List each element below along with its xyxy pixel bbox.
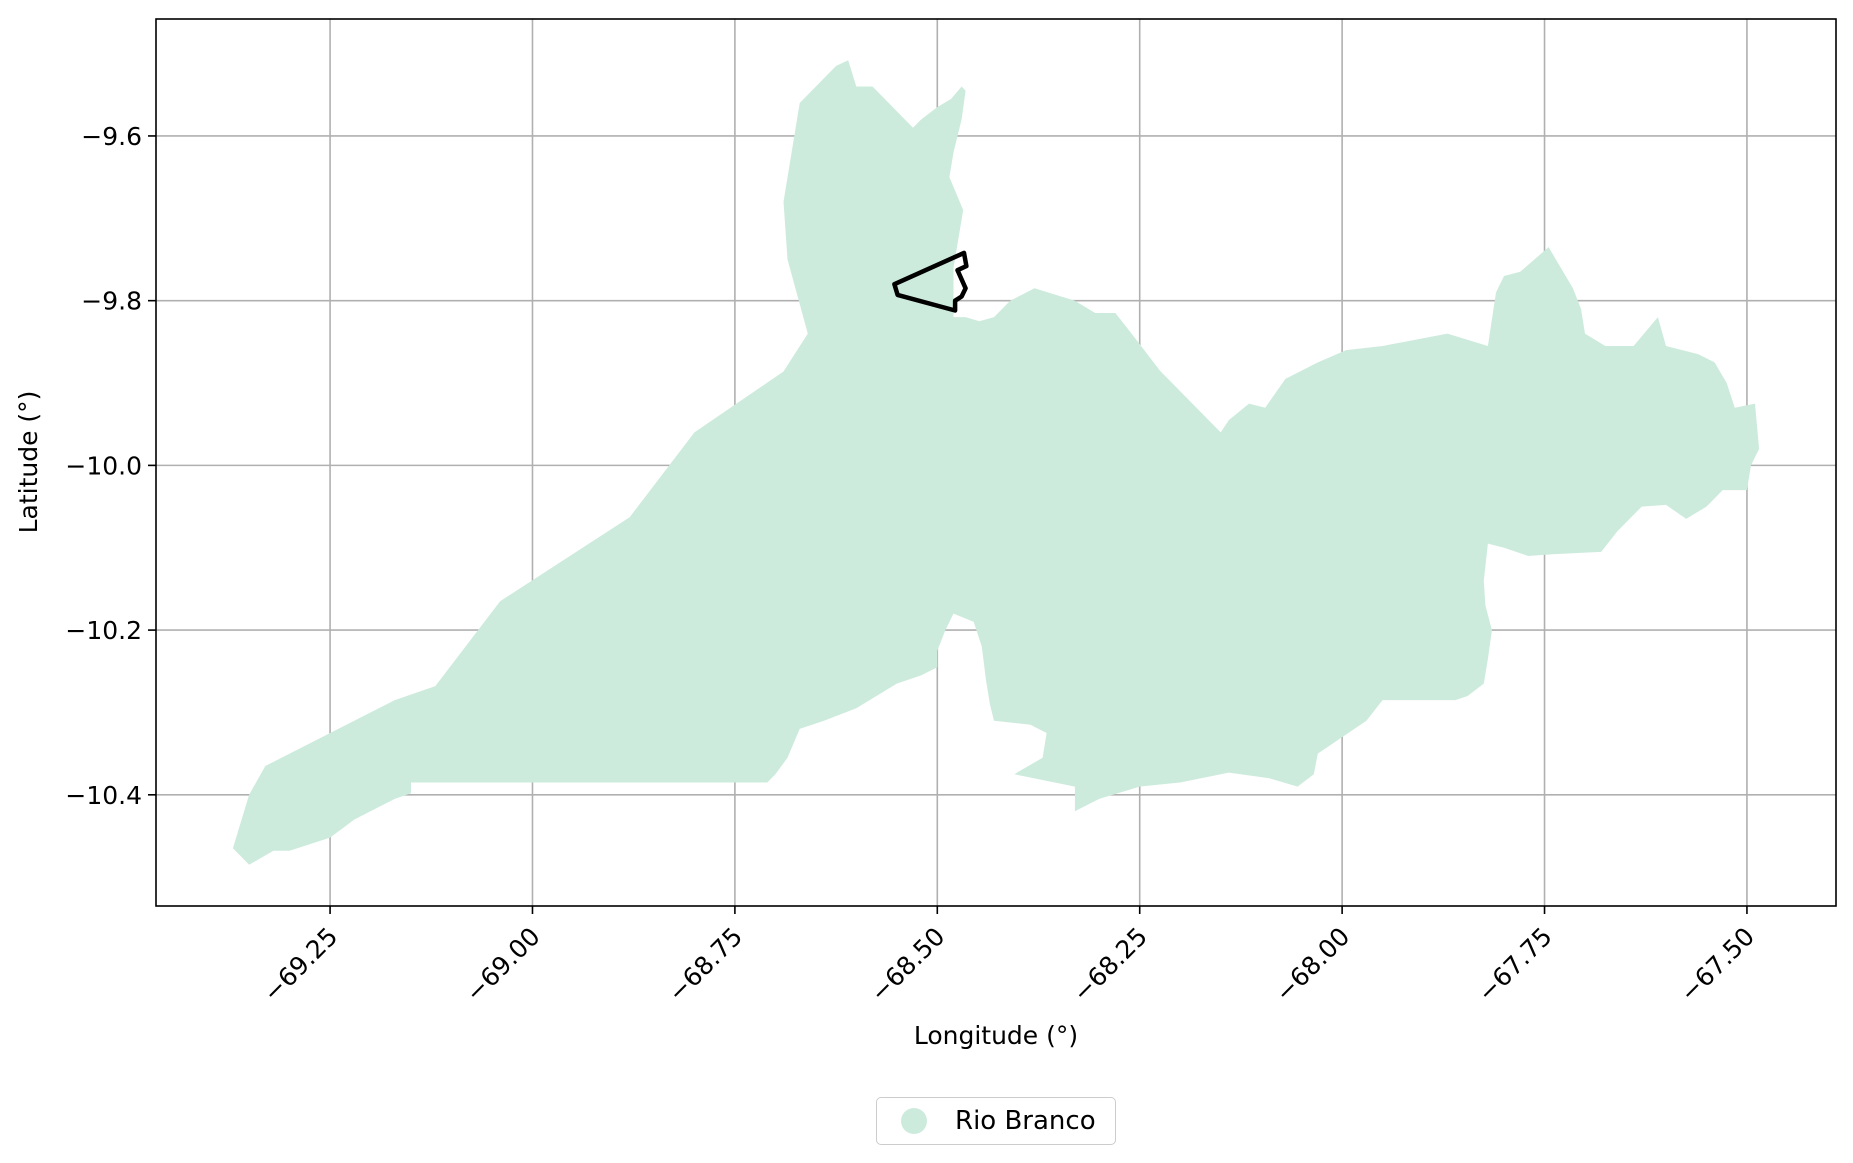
legend-swatch-rio-branco <box>901 1108 927 1134</box>
y-tick-label-1: −9.8 <box>81 287 142 316</box>
outline-polygon-1 <box>892 250 969 313</box>
y-axis-title: Latitude (°) <box>14 391 43 534</box>
region-polygon-0 <box>232 60 1760 865</box>
y-tick-label-2: −10.0 <box>65 451 142 480</box>
x-tick-label-3: −68.50 <box>865 922 951 1008</box>
x-tick-label-6: −67.75 <box>1472 922 1558 1008</box>
axes-frame <box>155 18 1837 907</box>
legend: Rio Branco <box>876 1097 1116 1145</box>
y-tick-label-0: −9.6 <box>81 122 142 151</box>
x-tick-label-4: −68.25 <box>1067 922 1153 1008</box>
x-tick-label-1: −69.00 <box>460 922 546 1008</box>
legend-label-rio-branco: Rio Branco <box>955 1106 1096 1136</box>
y-tick-label-3: −10.2 <box>65 616 142 645</box>
x-axis-title: Longitude (°) <box>914 1021 1078 1050</box>
y-tick-label-4: −10.4 <box>65 781 142 810</box>
x-tick-label-0: −69.25 <box>257 922 343 1008</box>
x-tick-label-5: −68.00 <box>1269 922 1355 1008</box>
map-layer <box>232 60 1760 865</box>
x-tick-label-2: −68.75 <box>662 922 748 1008</box>
x-tick-label-7: −67.50 <box>1674 922 1760 1008</box>
